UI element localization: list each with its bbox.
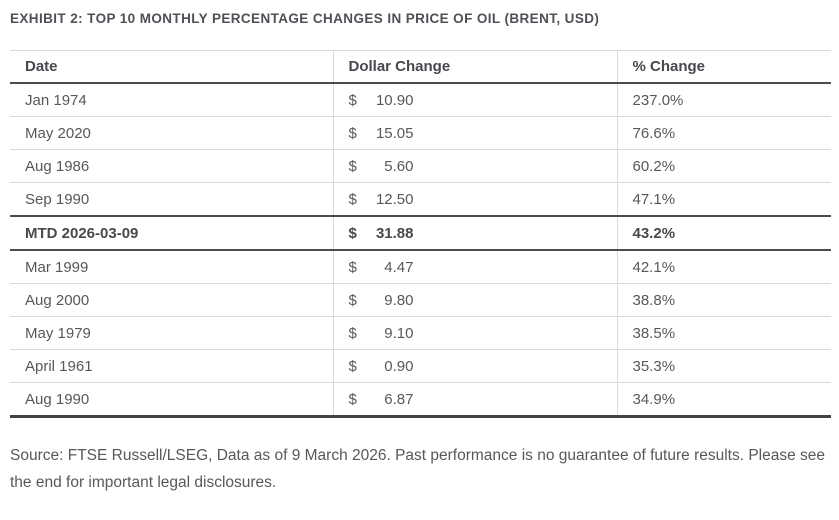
date-cell: Aug 1990 <box>10 382 333 418</box>
currency-symbol: $ <box>348 224 357 242</box>
dollar-change-cell: $6.87 <box>332 382 617 418</box>
date-cell: Aug 2000 <box>10 283 333 317</box>
dollar-value: 0.90 <box>384 357 414 375</box>
dollar-change-cell: $9.10 <box>332 316 617 350</box>
dollar-change-cell: $5.60 <box>332 149 617 183</box>
currency-symbol: $ <box>348 91 357 109</box>
table-row: Aug 1990 $6.87 34.9% <box>10 382 831 418</box>
currency-symbol: $ <box>348 157 357 175</box>
table-header-row: Date Dollar Change % Change <box>10 50 831 84</box>
table-row: Aug 2000 $9.80 38.8% <box>10 283 831 317</box>
date-cell: May 1979 <box>10 316 333 350</box>
currency-symbol: $ <box>348 390 357 408</box>
source-note: Source: FTSE Russell/LSEG, Data as of 9 … <box>10 447 826 491</box>
percent-change-cell: 237.0% <box>616 83 831 117</box>
dollar-change-cell: $31.88 <box>332 215 617 251</box>
date-cell: April 1961 <box>10 349 333 383</box>
percent-change-cell: 34.9% <box>616 382 831 418</box>
column-header-percent-change: % Change <box>616 50 831 84</box>
date-cell: Aug 1986 <box>10 149 333 183</box>
date-cell: MTD 2026-03-09 <box>10 215 333 251</box>
dollar-value: 15.05 <box>375 124 414 142</box>
exhibit-title: EXHIBIT 2: TOP 10 MONTHLY PERCENTAGE CHA… <box>10 11 600 26</box>
currency-symbol: $ <box>348 291 357 309</box>
currency-symbol: $ <box>348 357 357 375</box>
dollar-change-cell: $12.50 <box>332 182 617 217</box>
dollar-value: 9.80 <box>384 291 414 309</box>
date-cell: Sep 1990 <box>10 182 333 217</box>
percent-change-cell: 47.1% <box>616 182 831 217</box>
dollar-value: 10.90 <box>375 91 414 109</box>
dollar-change-cell: $9.80 <box>332 283 617 317</box>
percent-change-cell: 38.5% <box>616 316 831 350</box>
table-row: Jan 1974 $10.90 237.0% <box>10 83 831 117</box>
document-page: EXHIBIT 2: TOP 10 MONTHLY PERCENTAGE CHA… <box>10 11 831 491</box>
currency-symbol: $ <box>348 124 357 142</box>
dollar-change-cell: $4.47 <box>332 250 617 284</box>
percent-change-cell: 43.2% <box>616 215 831 251</box>
date-cell: Jan 1974 <box>10 83 333 117</box>
table-row: April 1961 $0.90 35.3% <box>10 349 831 383</box>
table-row: Aug 1986 $5.60 60.2% <box>10 149 831 183</box>
percent-change-cell: 38.8% <box>616 283 831 317</box>
dollar-change-cell: $15.05 <box>332 116 617 150</box>
date-cell: Mar 1999 <box>10 250 333 284</box>
dollar-value: 9.10 <box>384 324 414 342</box>
column-header-dollar-change: Dollar Change <box>332 50 617 84</box>
dollar-value: 31.88 <box>375 224 414 242</box>
table-row: MTD 2026-03-09 $31.88 43.2% <box>10 215 831 251</box>
dollar-value: 5.60 <box>384 157 414 175</box>
percent-change-cell: 35.3% <box>616 349 831 383</box>
table-row: May 2020 $15.05 76.6% <box>10 116 831 150</box>
column-header-date: Date <box>10 50 333 84</box>
table-row: Mar 1999 $4.47 42.1% <box>10 250 831 284</box>
table-body: Jan 1974 $10.90 237.0% May 2020 $15.05 7… <box>10 83 831 418</box>
percent-change-cell: 76.6% <box>616 116 831 150</box>
currency-symbol: $ <box>348 190 357 208</box>
date-cell: May 2020 <box>10 116 333 150</box>
percent-change-cell: 60.2% <box>616 149 831 183</box>
dollar-value: 6.87 <box>384 390 414 408</box>
dollar-value: 12.50 <box>375 190 414 208</box>
currency-symbol: $ <box>348 324 357 342</box>
table-row: May 1979 $9.10 38.5% <box>10 316 831 350</box>
oil-price-changes-table: Date Dollar Change % Change Jan 1974 $10… <box>10 50 831 418</box>
dollar-change-cell: $0.90 <box>332 349 617 383</box>
dollar-change-cell: $10.90 <box>332 83 617 117</box>
dollar-value: 4.47 <box>384 258 414 276</box>
currency-symbol: $ <box>348 258 357 276</box>
percent-change-cell: 42.1% <box>616 250 831 284</box>
table-row: Sep 1990 $12.50 47.1% <box>10 182 831 217</box>
